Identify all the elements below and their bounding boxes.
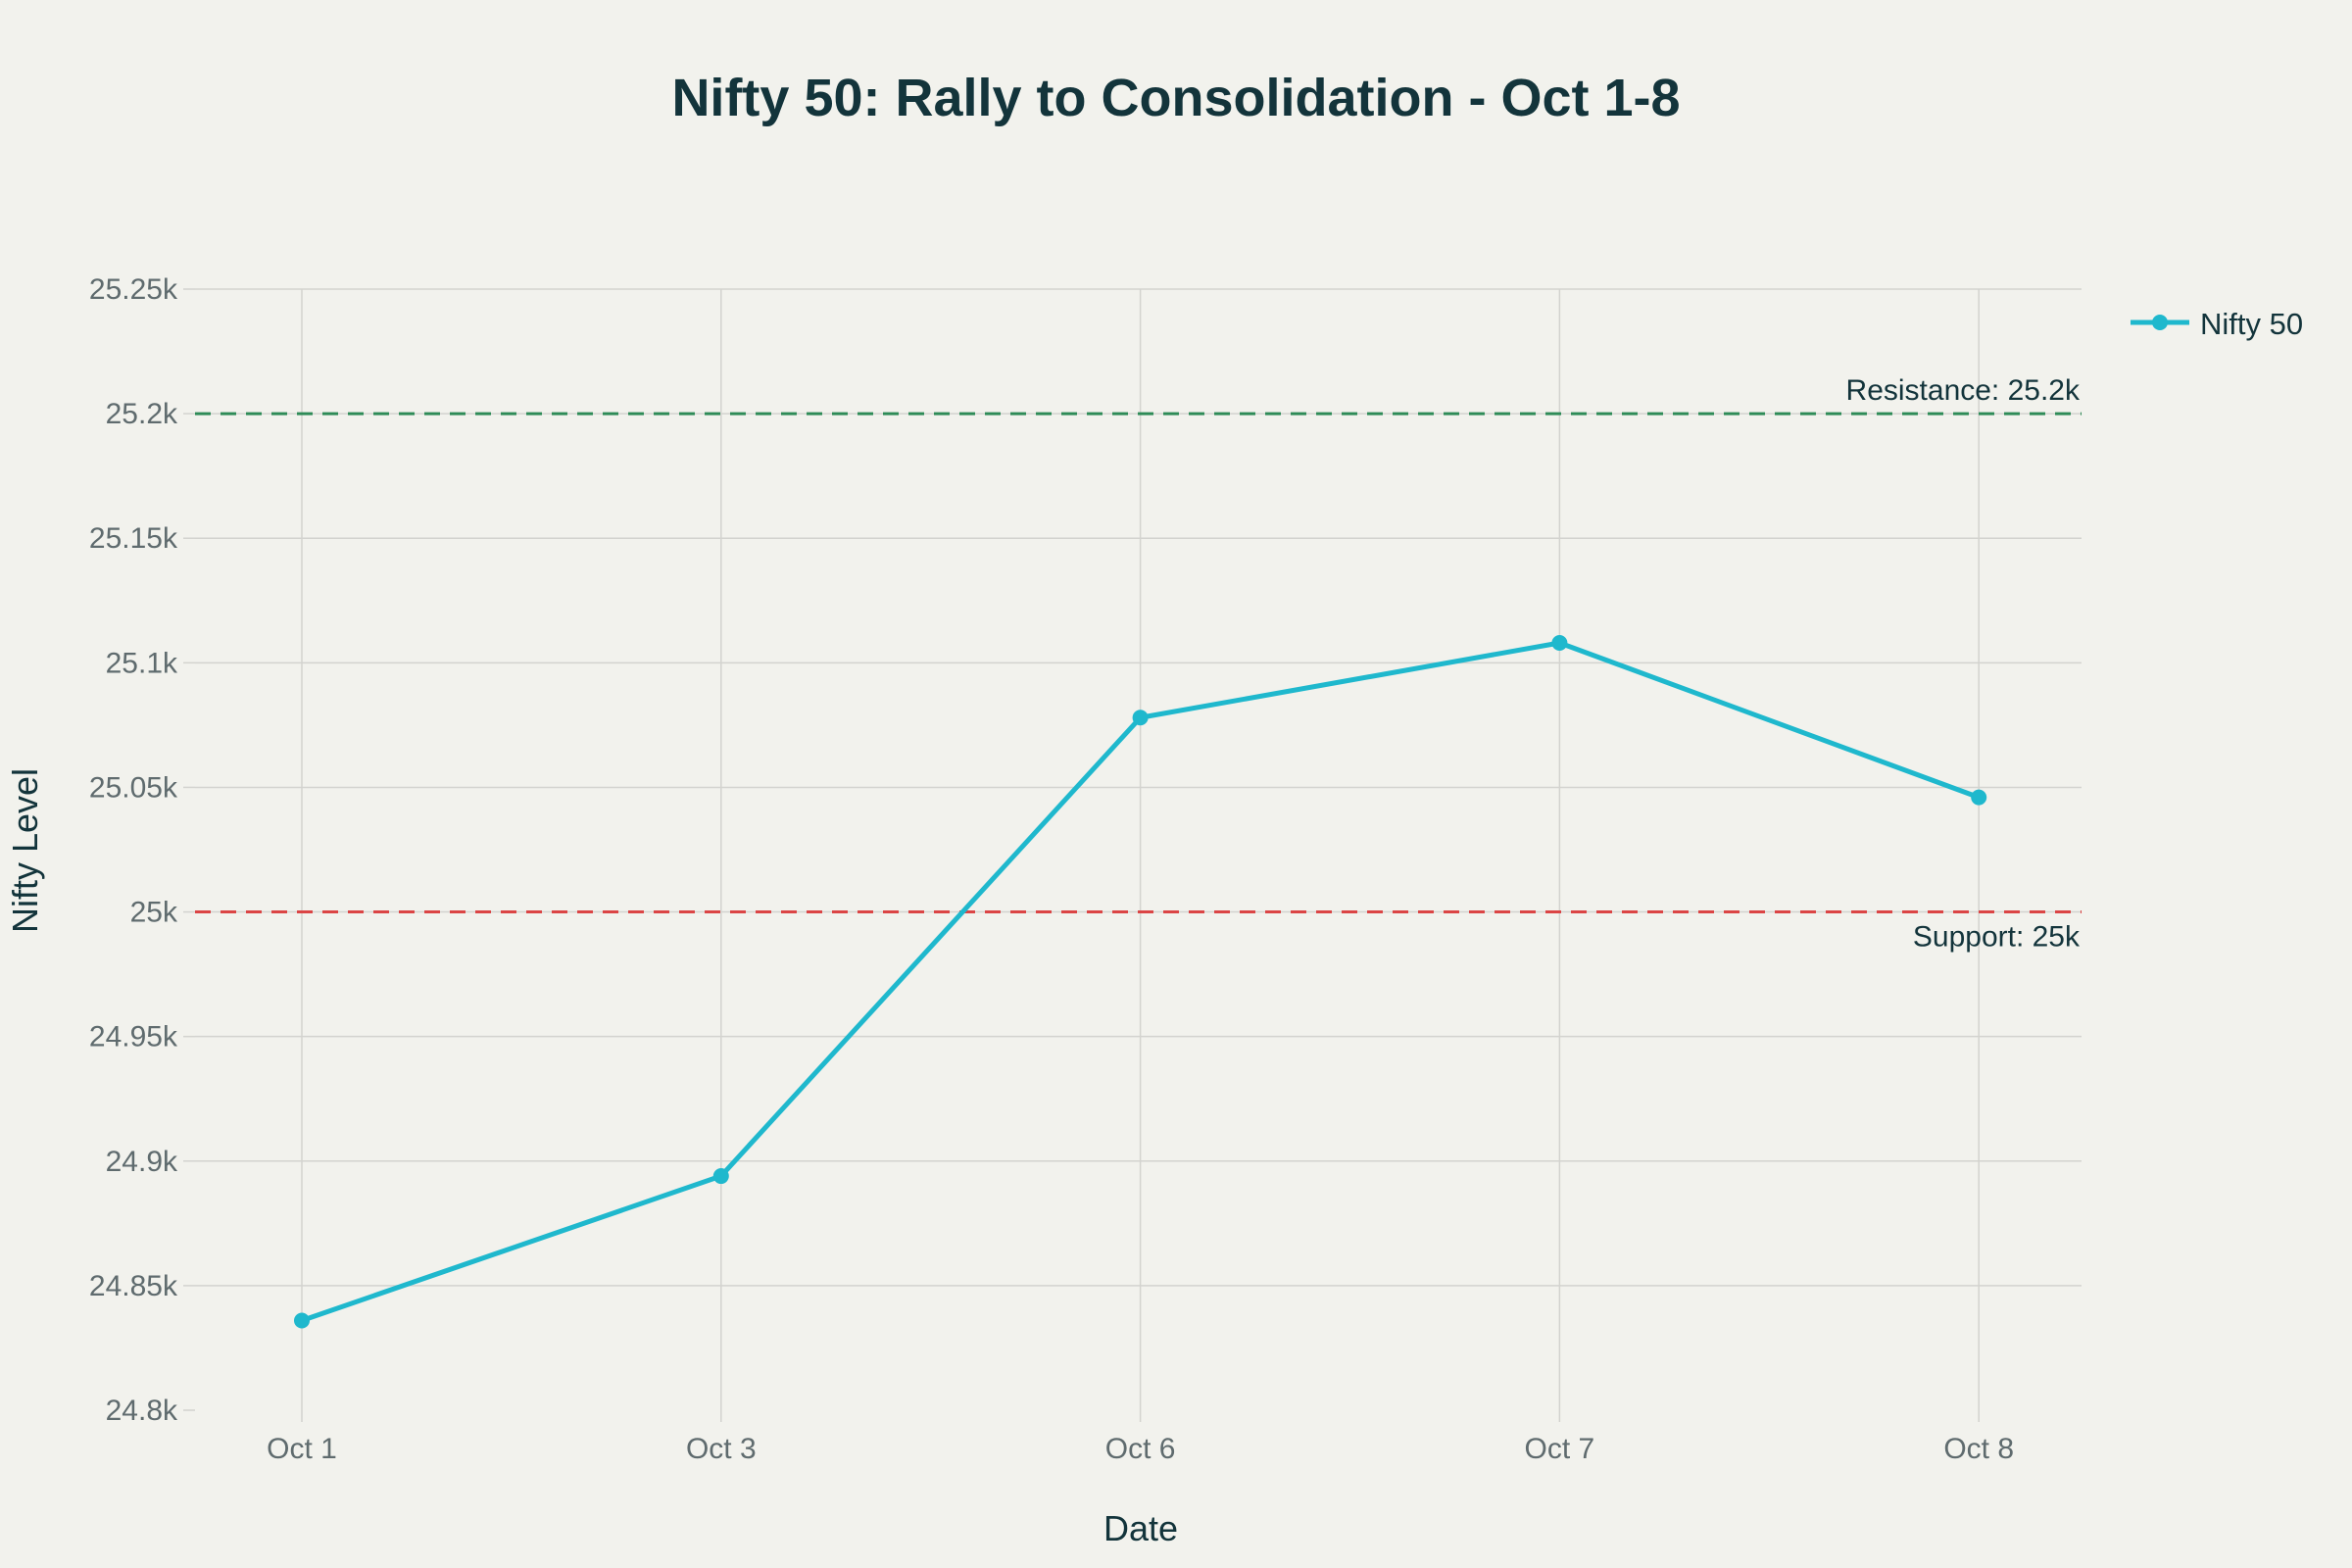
- reference-line-label: Support: 25k: [1913, 921, 2081, 954]
- series-layer: [294, 634, 1987, 1329]
- y-axis-ticks: 24.8k 24.85k 24.9k 24.95k 25k 25.05k 25.1k 25.1…: [89, 273, 195, 1427]
- legend-label: Nifty 50: [2200, 307, 2303, 341]
- reference-line-label: Resistance: 25.2k: [1846, 374, 2081, 407]
- chart-title: Nifty 50: Rally to Consolidation - Oct 1…: [671, 69, 1680, 127]
- data-point: [1132, 710, 1149, 726]
- y-tick-label: 25.05k: [89, 771, 178, 804]
- data-point: [294, 1312, 310, 1329]
- y-tick-label: 25.25k: [89, 273, 178, 306]
- y-tick-label: 25k: [130, 897, 178, 929]
- x-tick-label: Oct 8: [1943, 1433, 2014, 1465]
- data-point: [1551, 634, 1568, 651]
- x-axis-ticks: Oct 1 Oct 3 Oct 6 Oct 7 Oct 8: [267, 1410, 2014, 1465]
- reference-lines: Resistance: 25.2k Support: 25k: [195, 374, 2082, 954]
- x-tick-label: Oct 6: [1105, 1433, 1176, 1465]
- y-tick-label: 24.8k: [106, 1395, 178, 1427]
- y-tick-label: 24.85k: [89, 1270, 178, 1302]
- x-tick-label: Oct 7: [1525, 1433, 1595, 1465]
- grid: [195, 288, 2082, 1410]
- y-tick-label: 25.1k: [106, 647, 178, 679]
- legend-marker-icon: [2152, 315, 2168, 330]
- legend[interactable]: Nifty 50: [2131, 307, 2303, 341]
- x-tick-label: Oct 1: [267, 1433, 337, 1465]
- x-axis-title: Date: [1103, 1508, 1178, 1548]
- data-point: [712, 1168, 729, 1185]
- y-tick-label: 25.15k: [89, 522, 178, 555]
- y-tick-label: 25.2k: [106, 398, 178, 430]
- y-tick-label: 24.95k: [89, 1021, 178, 1054]
- x-tick-label: Oct 3: [686, 1433, 757, 1465]
- data-point: [1971, 789, 1987, 806]
- y-tick-label: 24.9k: [106, 1146, 178, 1178]
- y-axis-title: Nifty Level: [5, 768, 45, 933]
